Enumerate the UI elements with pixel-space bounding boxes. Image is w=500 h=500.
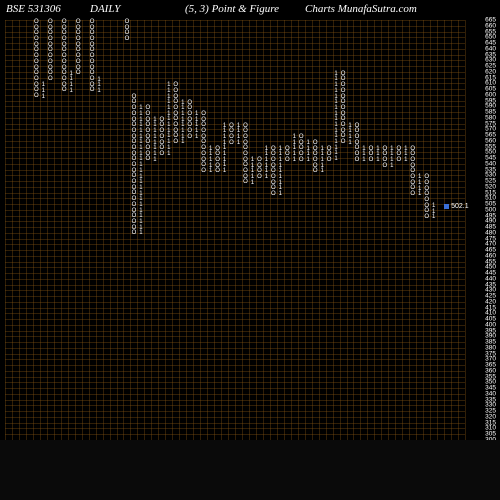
pnf-column: 111 (360, 147, 367, 164)
pnf-column: 1111 (235, 124, 242, 147)
pnf-column: 1111111111111111 (333, 72, 340, 163)
ticker-symbol: BSE 531306 (6, 3, 61, 15)
y-axis-labels: 6656606556506456406356306256206156106056… (468, 20, 498, 450)
pnf-column: OOOOOOOOO (270, 147, 277, 198)
pnf-column: 111 (40, 83, 47, 100)
chart-params: (5, 3) Point & Figure (185, 3, 279, 15)
pnf-column: OOOOOOOOOO (144, 106, 151, 163)
pnf-column: 11111111 (151, 118, 158, 164)
pnf-column: 111 (374, 147, 381, 164)
current-price-value: 502.1 (451, 203, 469, 210)
brand-label: Charts MunafaSutra.com (305, 3, 417, 15)
chart-header: BSE 531306 DAILY (5, 3) Point & Figure C… (0, 3, 500, 19)
pnf-columns: OOOOOOOOOOOOOO111OOOOOOOOOOOOOOOOOOOOOOO… (5, 20, 465, 450)
pnf-column: 111111111 (277, 147, 284, 198)
pnf-column: 11111111111111111111111 (137, 106, 144, 237)
bottom-band (0, 440, 500, 500)
pnf-column: OOOOO (298, 135, 305, 163)
pnf-column: OOOO (228, 124, 235, 147)
pnf-column: OOOO (123, 20, 130, 43)
pnf-column: OOOOOOO (158, 118, 165, 158)
current-price-marker: 502.1 (444, 203, 469, 210)
pnf-column: 11111 (319, 147, 326, 175)
pnf-column: 111 (402, 147, 409, 164)
pnf-column: 1111 (305, 141, 312, 164)
pnf-column: OOOOOOO (186, 101, 193, 141)
pnf-column: OOOOOOOOOOO (172, 83, 179, 146)
pnf-column: OOOOOOO (353, 124, 360, 164)
pnf-column: OOOOO (214, 147, 221, 175)
pnf-column: OOOOOOOOOOOOOO (33, 20, 40, 100)
pnf-column: OOO (284, 147, 291, 164)
pnf-column: 111111111 (221, 124, 228, 175)
pnf-column: 1111111111111 (165, 83, 172, 157)
pnf-column: OOOOOOOO (423, 175, 430, 221)
price-marker-icon (444, 204, 449, 209)
pnf-column: OOOOOO (312, 141, 319, 175)
pnf-column: 11111 (207, 147, 214, 175)
pnf-column: 11111111 (179, 101, 186, 147)
pnf-column: OOOO (381, 147, 388, 170)
pnf-column: 1111 (347, 124, 354, 147)
chart-period: DAILY (90, 3, 120, 15)
pnf-column: 1111 (388, 147, 395, 170)
pnf-column: OOOOOOOOOOO (47, 20, 54, 83)
pnf-column: OOO (395, 147, 402, 164)
pnf-column: OOOOOOOOOOOOO (340, 72, 347, 146)
pnf-column: 1111 (416, 175, 423, 198)
pnf-column: 111111 (263, 147, 270, 181)
pnf-column: OOOOOOOOO (409, 147, 416, 198)
pnf-column: 111 (430, 204, 437, 221)
pnf-column: OOOOOOOOOOOOOOOOOOOOOOOOO (130, 95, 137, 237)
pnf-column: OOOOOOOOOOOOO (61, 20, 68, 94)
pnf-column: 11111 (291, 135, 298, 163)
pnf-column: OOOOOOOOOO (75, 20, 82, 77)
pnf-column: OOO (326, 147, 333, 164)
pnf-column: 11111 (193, 112, 200, 140)
pnf-column: 1111 (68, 72, 75, 95)
pnf-column: 11111 (249, 158, 256, 186)
pnf-column: OOOOOOOOOOO (200, 112, 207, 175)
pnf-column: OOOOOOOOOOOOO (89, 20, 96, 94)
pnf-column: 111 (96, 78, 103, 95)
pnf-column: OOO (367, 147, 374, 164)
pnf-column: OOOO (256, 158, 263, 181)
pnf-column: OOOOOOOOOOO (242, 124, 249, 187)
